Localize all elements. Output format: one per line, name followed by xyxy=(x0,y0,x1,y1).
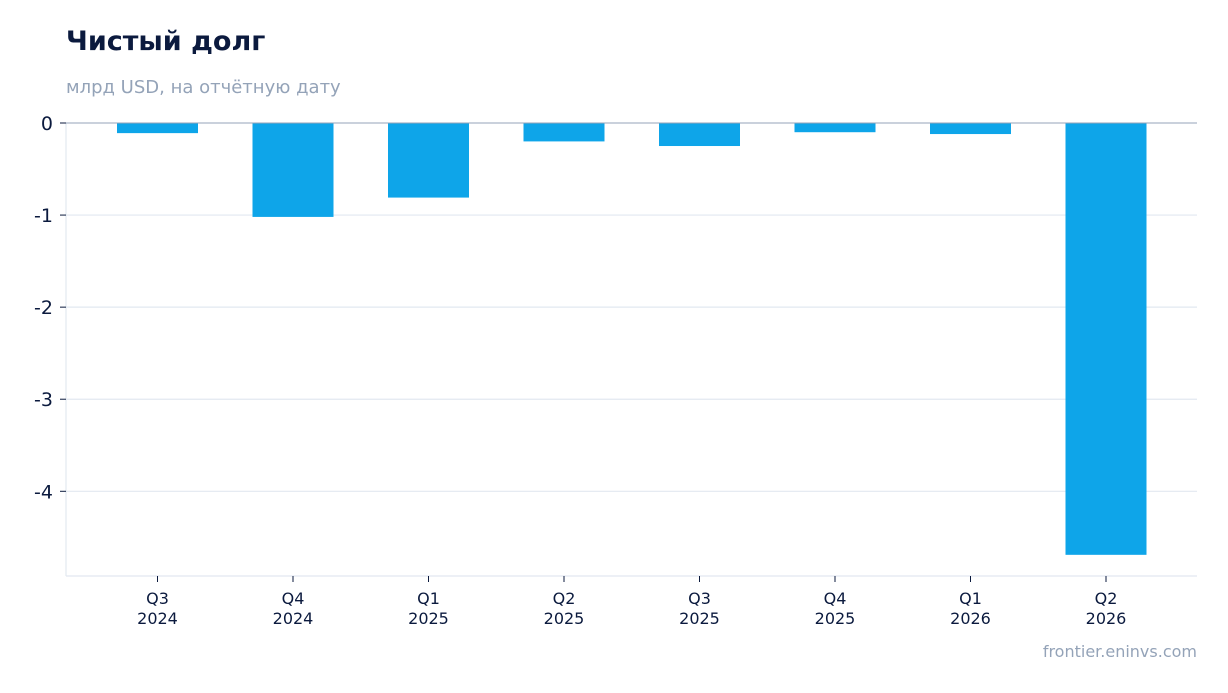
x-tick-year: 2026 xyxy=(1086,609,1127,628)
bar xyxy=(252,123,334,217)
x-tick-quarter: Q2 xyxy=(553,589,576,608)
x-tick-year: 2025 xyxy=(408,609,449,628)
bar xyxy=(388,123,469,198)
chart-title: Чистый долг xyxy=(66,26,266,57)
x-tick-year: 2024 xyxy=(137,609,178,628)
source-label: frontier.eninvs.com xyxy=(1042,642,1197,661)
y-tick-label: -2 xyxy=(34,297,53,319)
bar xyxy=(930,123,1011,135)
y-tick-label: -1 xyxy=(34,205,53,227)
x-tick-quarter: Q3 xyxy=(688,589,711,608)
bar xyxy=(117,123,198,134)
x-tick-quarter: Q4 xyxy=(282,589,305,608)
y-tick-label: -4 xyxy=(34,481,53,503)
chart-subtitle: млрд USD, на отчётную дату xyxy=(66,77,341,98)
x-tick-quarter: Q2 xyxy=(1095,589,1118,608)
x-tick-label: Q1 2025 xyxy=(408,589,449,628)
x-tick-year: 2025 xyxy=(679,609,720,628)
x-tick-label: Q2 2025 xyxy=(544,589,585,628)
x-tick-label: Q4 2025 xyxy=(815,589,856,628)
y-tick-label: -3 xyxy=(34,389,53,411)
x-tick-label: Q3 2025 xyxy=(679,589,720,628)
x-tick-quarter: Q1 xyxy=(417,589,440,608)
bar xyxy=(1065,123,1147,555)
y-tick-label: 0 xyxy=(41,113,53,135)
x-tick-quarter: Q4 xyxy=(824,589,847,608)
axes xyxy=(65,123,1197,577)
x-tick-label: Q2 2026 xyxy=(1086,589,1127,628)
bar xyxy=(659,123,740,147)
bar xyxy=(794,123,876,133)
x-tick-label: Q1 2026 xyxy=(950,589,991,628)
gridlines xyxy=(66,214,1197,492)
x-tick-quarter: Q1 xyxy=(959,589,982,608)
x-tick-year: 2025 xyxy=(544,609,585,628)
x-tick-label: Q4 2024 xyxy=(273,589,314,628)
bars xyxy=(117,123,1147,555)
x-tick-label: Q3 2024 xyxy=(137,589,178,628)
x-tick-year: 2024 xyxy=(273,609,314,628)
y-axis-ticks: 0 -1 -2 -3 -4 xyxy=(34,113,66,503)
x-tick-year: 2026 xyxy=(950,609,991,628)
x-tick-year: 2025 xyxy=(815,609,856,628)
bar xyxy=(523,123,605,142)
x-tick-quarter: Q3 xyxy=(146,589,169,608)
